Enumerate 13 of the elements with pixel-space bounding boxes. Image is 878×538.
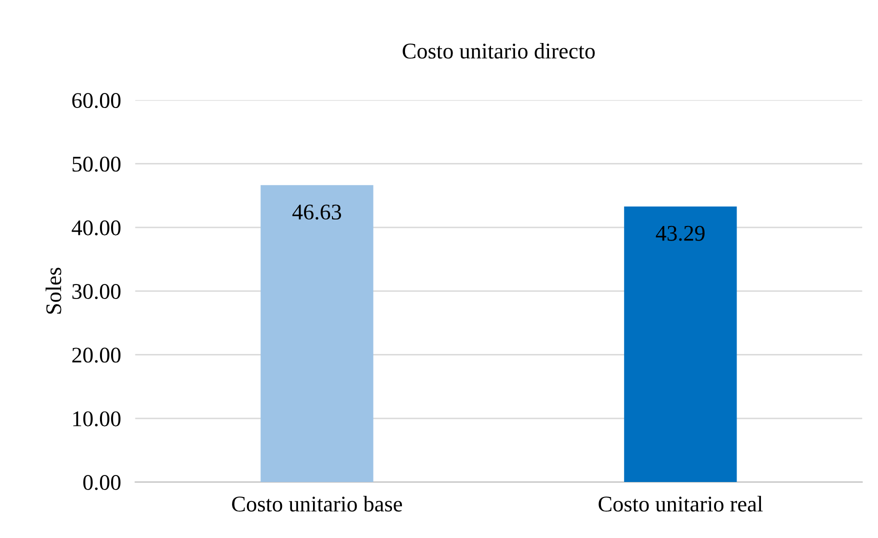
y-tick-label: 60.00 [72, 93, 120, 108]
y-tick-label: 30.00 [72, 284, 120, 300]
x-tick-label: Costo unitario real [598, 496, 763, 512]
data-label: 46.63 [292, 204, 342, 220]
chart-title: Costo unitario directo [402, 42, 595, 59]
y-tick-label: 0.00 [83, 474, 120, 490]
y-tick-label: 40.00 [72, 220, 120, 236]
y-tick-label: 10.00 [73, 411, 120, 426]
y-axis-title: Soles [46, 268, 62, 314]
y-tick-label: 20.00 [72, 348, 120, 363]
y-tick-label: 50.00 [72, 156, 120, 172]
data-label: 43.29 [656, 226, 705, 241]
x-tick-label: Costo unitario base [232, 496, 402, 512]
